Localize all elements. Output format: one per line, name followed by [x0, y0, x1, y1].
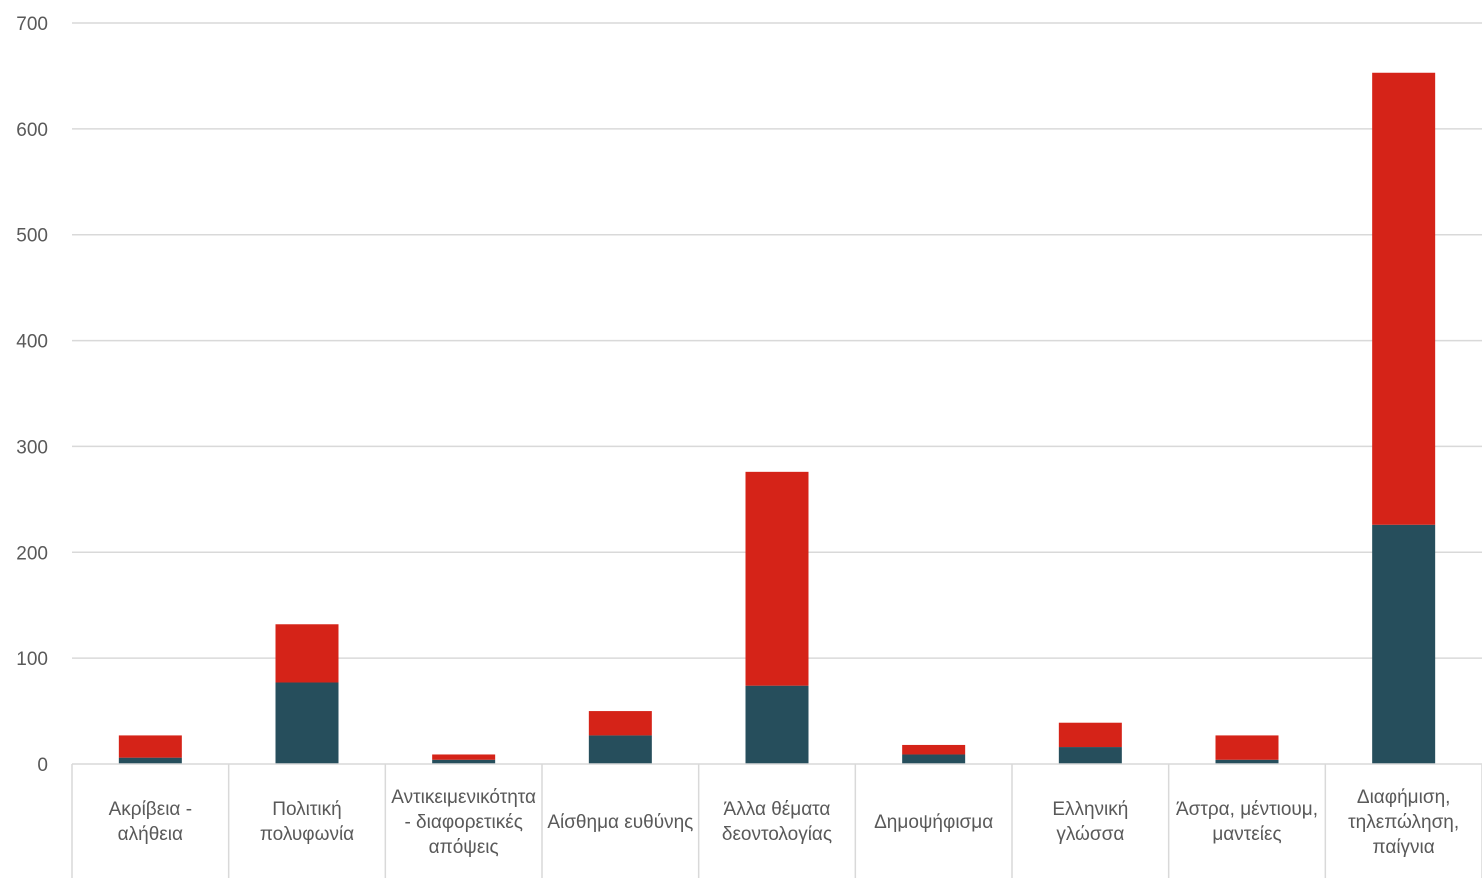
- bar-segment-series-1: [275, 682, 339, 764]
- bar-segment-series-2: [118, 735, 182, 758]
- x-category-label: Δημοψήφισμα: [874, 811, 994, 833]
- bar-segment-series-2: [1058, 722, 1122, 748]
- y-axis-tick-labels: 0 100 200 300 400 500 600 700: [16, 14, 48, 776]
- x-category-label: Ελληνική γλώσσα: [1052, 799, 1129, 845]
- bar-segment-series-1: [118, 757, 182, 764]
- bars: [118, 72, 1436, 764]
- x-category-label: Ακρίβεια - αλήθεια: [108, 799, 193, 845]
- bar-segment-series-1: [588, 735, 652, 764]
- y-tick-label: 400: [16, 332, 48, 353]
- gridlines: [72, 22, 1482, 659]
- bar-segment-series-1: [1372, 524, 1436, 764]
- bar-segment-series-1: [1215, 759, 1279, 764]
- bar-segment-series-1: [432, 759, 496, 764]
- x-category-label: Πολιτική πολυφωνία: [259, 799, 355, 845]
- x-category-label: Άστρα, μέντιουμ, μαντείες: [1175, 799, 1319, 845]
- y-tick-label: 500: [16, 226, 48, 247]
- y-tick-label: 700: [16, 14, 48, 35]
- bar-segment-series-1: [1058, 747, 1122, 764]
- y-tick-label: 200: [16, 543, 48, 564]
- x-category-label: Άλλα θέματα δεοντολογίας: [721, 799, 833, 845]
- x-axis: [71, 763, 1482, 878]
- bar-segment-series-2: [745, 471, 809, 686]
- bar-segment-series-2: [588, 711, 652, 736]
- bar-segment-series-2: [1215, 735, 1279, 760]
- bar-segment-series-2: [275, 624, 339, 683]
- y-tick-label: 100: [16, 649, 48, 670]
- bar-segment-series-1: [902, 754, 966, 764]
- x-category-label: Αίσθημα ευθύνης: [547, 811, 694, 833]
- y-tick-label: 300: [16, 437, 48, 458]
- x-category-label: Διαφήμιση, τηλεπώληση, παίγνια: [1348, 786, 1460, 858]
- bar-segment-series-2: [1372, 72, 1436, 525]
- bar-segment-series-1: [745, 685, 809, 764]
- bar-segment-series-2: [432, 754, 496, 760]
- y-tick-label: 600: [16, 120, 48, 141]
- x-category-label: Αντικειμενικότητα - διαφορετικές απόψεις: [391, 786, 537, 858]
- bar-segment-series-2: [902, 744, 966, 755]
- y-tick-label: 0: [37, 755, 48, 776]
